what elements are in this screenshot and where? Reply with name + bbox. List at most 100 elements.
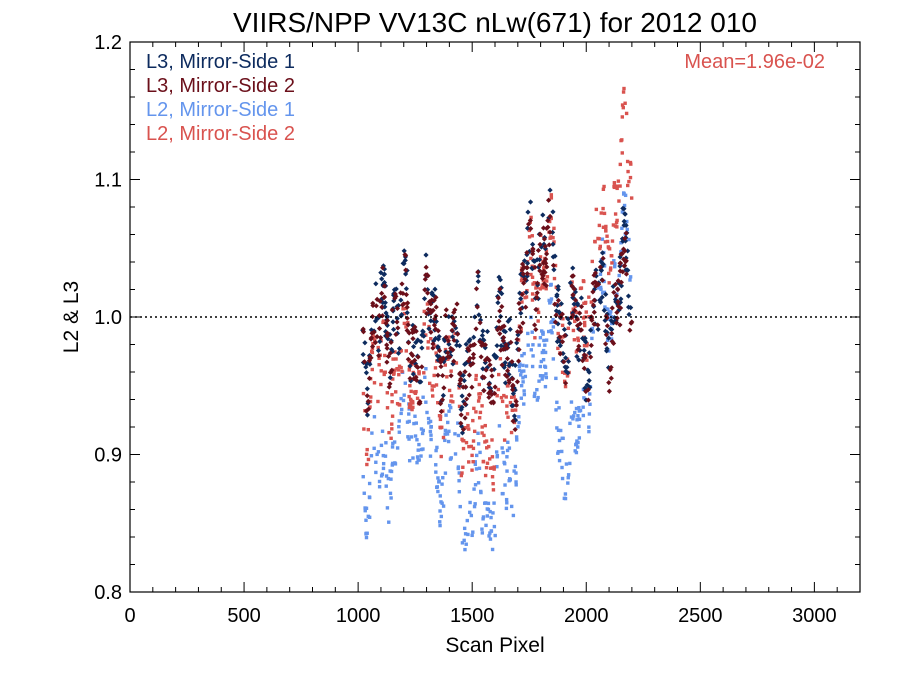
- data-point: [389, 496, 393, 500]
- data-point: [486, 501, 491, 506]
- data-point: [494, 450, 499, 454]
- data-point: [538, 364, 543, 369]
- data-point: [586, 350, 592, 356]
- data-point: [485, 514, 490, 518]
- data-point: [615, 225, 619, 229]
- data-point: [557, 406, 561, 410]
- data-point: [527, 228, 532, 233]
- data-point: [440, 372, 446, 379]
- data-point: [466, 347, 472, 353]
- data-point: [606, 245, 611, 249]
- data-point: [585, 367, 591, 373]
- data-point: [581, 316, 586, 320]
- data-point: [503, 483, 507, 487]
- data-point: [603, 291, 609, 297]
- data-point: [458, 504, 462, 509]
- data-point: [575, 439, 579, 443]
- data-point: [370, 302, 376, 309]
- data-point: [446, 439, 451, 444]
- data-point: [440, 392, 446, 399]
- data-point: [411, 401, 415, 405]
- data-point: [544, 372, 548, 376]
- data-point: [541, 268, 547, 274]
- data-point: [593, 280, 600, 286]
- data-point: [460, 541, 465, 545]
- data-point: [462, 526, 467, 531]
- data-point: [588, 392, 592, 396]
- data-point: [402, 311, 407, 316]
- data-point: [618, 162, 623, 167]
- data-point: [382, 370, 387, 375]
- data-point: [577, 405, 581, 410]
- data-point: [598, 246, 602, 251]
- data-point: [461, 446, 466, 451]
- data-point: [394, 357, 398, 361]
- data-point: [618, 279, 624, 285]
- data-point: [535, 247, 541, 254]
- data-point: [401, 307, 405, 311]
- data-point: [544, 287, 548, 291]
- data-point: [389, 367, 395, 373]
- data-point: [535, 398, 540, 402]
- data-point: [472, 314, 478, 320]
- data-point: [530, 364, 535, 369]
- data-point: [369, 330, 375, 336]
- data-point: [533, 336, 537, 340]
- data-point: [603, 240, 608, 244]
- data-point: [510, 418, 516, 424]
- data-point: [441, 359, 447, 365]
- data-point: [602, 341, 609, 347]
- data-point: [585, 358, 589, 362]
- data-point: [438, 414, 443, 419]
- data-point: [443, 334, 449, 340]
- data-point: [530, 234, 534, 238]
- data-point: [536, 395, 540, 400]
- data-point: [526, 343, 530, 347]
- data-point: [415, 455, 420, 459]
- data-point: [397, 372, 401, 377]
- data-point: [563, 371, 567, 375]
- data-point: [590, 289, 596, 295]
- data-point: [541, 236, 547, 242]
- data-point: [620, 210, 625, 214]
- data-point: [586, 377, 592, 384]
- data-point: [541, 332, 545, 336]
- data-point: [392, 440, 397, 444]
- data-point: [570, 265, 576, 271]
- data-point: [447, 388, 452, 393]
- data-point: [415, 354, 421, 360]
- data-point: [364, 452, 369, 457]
- data-point: [537, 231, 543, 237]
- data-point: [543, 384, 548, 389]
- data-point: [613, 320, 620, 326]
- data-point: [543, 260, 549, 266]
- data-point: [511, 513, 516, 518]
- data-point: [424, 400, 428, 404]
- data-point: [581, 352, 587, 358]
- mean-annotation: Mean=1.96e-02: [684, 51, 825, 73]
- data-point: [522, 351, 526, 356]
- data-point: [429, 437, 433, 442]
- data-point: [534, 295, 540, 301]
- data-point: [480, 374, 486, 380]
- data-point: [449, 399, 453, 403]
- data-point: [603, 313, 609, 319]
- data-point: [399, 311, 405, 318]
- data-point: [497, 331, 503, 337]
- data-point: [428, 329, 434, 335]
- data-point: [392, 372, 396, 376]
- data-point: [577, 321, 583, 327]
- data-point: [509, 395, 514, 400]
- data-point: [500, 399, 505, 404]
- data-point: [396, 345, 403, 352]
- data-point: [417, 458, 421, 462]
- data-point: [518, 362, 522, 366]
- data-point: [445, 432, 450, 436]
- data-point: [524, 271, 530, 277]
- data-point: [425, 302, 430, 306]
- data-point: [559, 311, 565, 317]
- data-point: [599, 277, 606, 283]
- data-point: [538, 335, 543, 340]
- data-point: [490, 438, 494, 442]
- data-point: [517, 420, 521, 425]
